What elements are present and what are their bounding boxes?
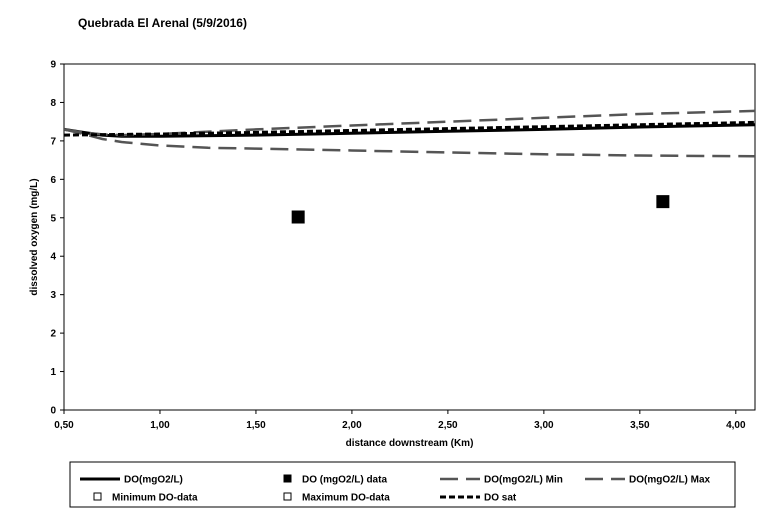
x-tick-label: 4,00 [726,420,746,431]
x-tick-label: 0,50 [54,420,74,431]
legend-label-do-mgo2-l: DO(mgO2/L) [124,475,183,486]
y-tick-label: 9 [50,60,56,71]
y-tick-label: 3 [50,290,56,301]
y-tick-label: 0 [50,406,56,417]
y-tick-label: 6 [50,175,56,186]
y-tick-label: 4 [50,252,56,263]
series-do-mgo2-l-data-point [291,210,305,224]
y-tick-label: 8 [50,98,56,109]
x-tick-label: 3,50 [630,420,650,431]
legend-label-minimum-do-data: Minimum DO-data [112,493,198,504]
legend-label-do-mgo2-l-data: DO (mgO2/L) data [302,475,387,486]
x-axis: 0,50 1,00 1,50 2,00 2,50 3,00 3,50 4,00 [54,410,746,431]
series-do-mgo2-l-min-line [64,128,755,158]
legend-label-maximum-do-data: Maximum DO-data [302,493,390,504]
legend-label-do-sat: DO sat [484,493,517,504]
series-layer [64,109,755,224]
chart-title: Quebrada El Arenal (5/9/2016) [78,16,247,30]
x-axis-label: distance downstream (Km) [346,438,474,449]
legend: DO(mgO2/L) DO (mgO2/L) data DO(mgO2/L) Min… [80,474,711,504]
legend-swatch-minimum-do-data [93,492,102,501]
y-tick-label: 7 [50,136,56,147]
series-do-mgo2-l-data-point [656,195,670,209]
y-tick-label: 2 [50,329,56,340]
legend-label-do-mgo2-l-min: DO(mgO2/L) Min [484,475,563,486]
x-tick-label: 1,50 [246,420,266,431]
x-tick-label: 2,50 [438,420,458,431]
plot-area [63,63,756,411]
y-axis-label: dissolved oxygen (mg/L) [29,178,40,295]
legend-label-do-mgo2-l-max: DO(mgO2/L) Max [629,475,711,486]
x-tick-label: 1,00 [150,420,170,431]
series-do-sat-line [64,120,755,137]
legend-swatch-do-mgo2-l-data [283,474,292,483]
legend-box [69,461,736,508]
x-tick-label: 2,00 [342,420,362,431]
x-tick-label: 3,00 [534,420,554,431]
y-tick-label: 5 [50,213,56,224]
y-axis: 0 1 2 3 4 5 6 7 8 9 [50,60,64,417]
y-tick-label: 1 [50,367,56,378]
legend-swatch-maximum-do-data [283,492,292,501]
